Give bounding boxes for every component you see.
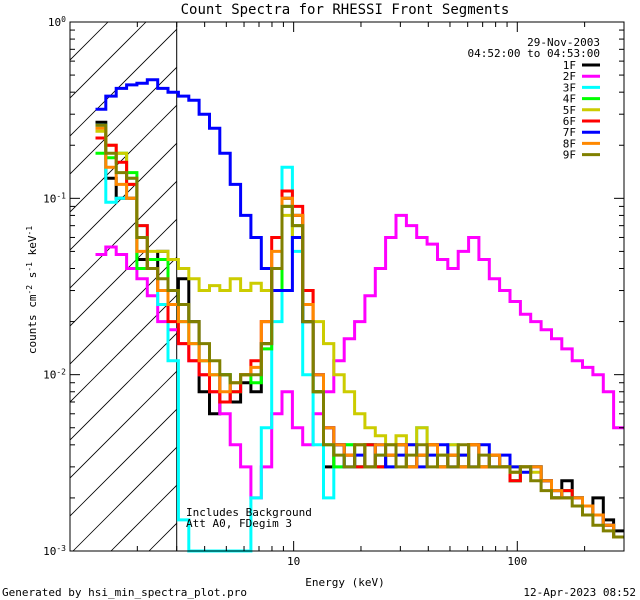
legend-label-7F: 7F xyxy=(563,126,576,139)
footer-generated-by: Generated by hsi_min_spectra_plot.pro xyxy=(2,586,247,599)
y-tick-label: 100 xyxy=(48,15,66,30)
annotation-background: Includes Background xyxy=(186,506,312,519)
footer-timestamp: 12-Apr-2023 08:52 xyxy=(523,586,636,599)
legend-label-5F: 5F xyxy=(563,104,576,117)
y-tick-label: 10-3 xyxy=(43,544,66,559)
legend-label-3F: 3F xyxy=(563,81,576,94)
chart-title: Count Spectra for RHESSI Front Segments xyxy=(181,2,510,18)
legend-label-8F: 8F xyxy=(563,137,576,150)
legend-label-2F: 2F xyxy=(563,70,576,83)
hatch-line xyxy=(70,104,177,213)
x-tick-label: 10 xyxy=(287,555,300,568)
legend-label-1F: 1F xyxy=(563,59,576,72)
hatch-line xyxy=(70,66,177,175)
y-axis-label: counts cm-2 s-1 keV-1 xyxy=(25,226,40,354)
hatch-line xyxy=(70,370,177,479)
time-range-label: 04:52:00 to 04:53:00 xyxy=(468,47,600,60)
hatch-line xyxy=(72,446,177,551)
annotation-attenuator: Att A0, FDegim 3 xyxy=(186,517,292,530)
legend-label-6F: 6F xyxy=(563,115,576,128)
legend-label-9F: 9F xyxy=(563,149,576,162)
series-layer xyxy=(95,78,624,553)
hatch-line xyxy=(70,180,177,289)
plot-frame xyxy=(69,21,625,552)
date-label: 29-Nov-2003 xyxy=(527,36,600,49)
hatch-line xyxy=(70,218,177,327)
y-tick-label: 10-2 xyxy=(43,367,66,382)
x-tick-label: 100 xyxy=(507,555,527,568)
hatch-line xyxy=(70,408,177,517)
legend-label-4F: 4F xyxy=(563,93,576,106)
y-tick-label: 10-1 xyxy=(43,191,66,206)
series-line-9F xyxy=(95,123,624,539)
x-axis-label: Energy (keV) xyxy=(305,576,384,589)
axes: 10 100 100 10-1 10-2 10-3 xyxy=(43,15,625,568)
